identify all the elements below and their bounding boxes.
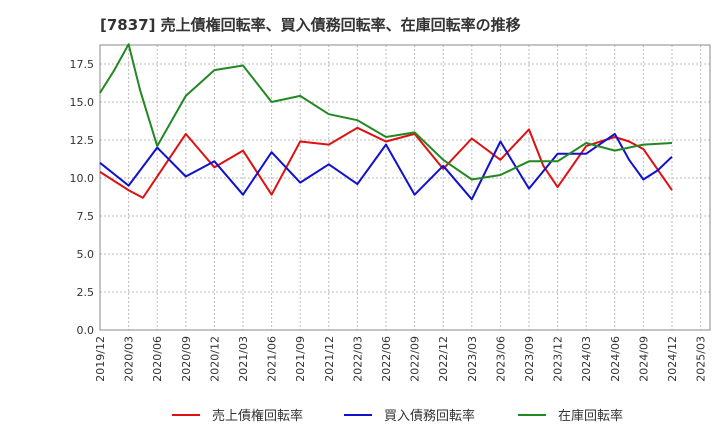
y-tick-label: 0.0 bbox=[77, 324, 95, 337]
grid-layer bbox=[100, 45, 710, 331]
x-tick-label: 2020/06 bbox=[151, 336, 164, 382]
x-tick-label: 2020/09 bbox=[180, 336, 193, 382]
x-tick-label: 2022/09 bbox=[409, 336, 422, 382]
series-line-3 bbox=[99, 43, 673, 181]
x-tick-label: 2022/06 bbox=[380, 336, 393, 382]
x-tick-label: 2025/03 bbox=[695, 336, 708, 382]
y-tick-label: 12.5 bbox=[70, 134, 95, 147]
x-tick-label: 2024/03 bbox=[580, 336, 593, 382]
y-tick-label: 5.0 bbox=[77, 248, 95, 261]
plot-frame bbox=[99, 44, 711, 331]
x-tick-label: 2024/09 bbox=[637, 336, 650, 382]
y-tick-label: 17.5 bbox=[70, 58, 95, 71]
legend: 売上債権回転率 買入債務回転率 在庫回転率 bbox=[172, 408, 623, 424]
x-tick-label: 2020/12 bbox=[208, 336, 221, 382]
x-tick-label: 2024/06 bbox=[609, 336, 622, 382]
x-tick-label: 2021/03 bbox=[237, 336, 250, 382]
x-tick-label: 2022/03 bbox=[351, 336, 364, 382]
x-tick-label: 2024/12 bbox=[666, 336, 679, 382]
x-tick-label: 2023/12 bbox=[552, 336, 565, 382]
series-line-2 bbox=[99, 132, 673, 201]
x-tick-label: 2021/06 bbox=[266, 336, 279, 382]
x-tick-label: 2019/12 bbox=[94, 336, 107, 382]
legend-label-2: 買入債務回転率 bbox=[384, 408, 475, 424]
x-tick-label: 2020/03 bbox=[123, 336, 136, 382]
y-axis-ticks: 0.0 2.5 5.0 7.5 10.0 12.5 15.0 17.5 bbox=[70, 58, 95, 337]
x-tick-label: 2022/12 bbox=[437, 336, 450, 382]
x-tick-label: 2021/09 bbox=[294, 336, 307, 382]
y-tick-label: 7.5 bbox=[77, 210, 95, 223]
y-tick-label: 15.0 bbox=[70, 96, 95, 109]
series-layer bbox=[99, 43, 673, 201]
y-tick-label: 2.5 bbox=[77, 286, 95, 299]
x-tick-label: 2023/06 bbox=[494, 336, 507, 382]
legend-label-1: 売上債権回転率 bbox=[212, 408, 303, 424]
legend-label-3: 在庫回転率 bbox=[558, 408, 623, 424]
series-line-1 bbox=[99, 126, 673, 199]
chart-title: [7837] 売上債権回転率、買入債務回転率、在庫回転率の推移 bbox=[100, 16, 521, 34]
x-axis-ticks: 2019/12 2020/03 2020/06 2020/09 2020/12 2021/… bbox=[94, 336, 708, 382]
x-tick-label: 2023/03 bbox=[466, 336, 479, 382]
y-tick-label: 10.0 bbox=[70, 172, 95, 185]
x-tick-label: 2023/09 bbox=[523, 336, 536, 382]
x-tick-label: 2021/12 bbox=[323, 336, 336, 382]
